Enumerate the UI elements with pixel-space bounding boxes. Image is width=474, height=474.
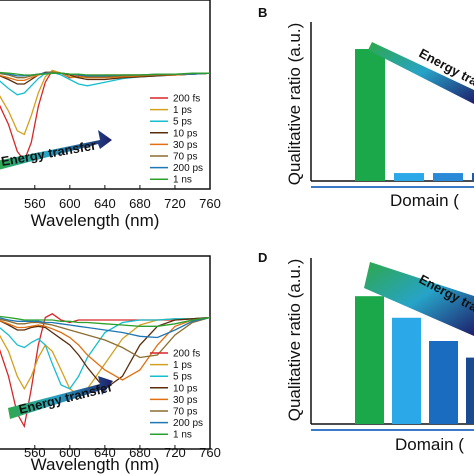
x-tick-label: 680 — [129, 196, 151, 211]
x-axis-title: Domain ( — [395, 435, 464, 454]
legend-label: 30 ps — [173, 140, 197, 151]
legend-label: 5 ps — [173, 117, 192, 128]
x-tick-label: 680 — [129, 445, 151, 460]
x-tick-label: 720 — [164, 196, 186, 211]
series-line-1ns — [0, 315, 211, 327]
panel-letter: D — [258, 250, 267, 265]
legend-label: 70 ps — [173, 407, 197, 418]
panel-bars-bottom: D Qualitative ratio (a.u.) Domain ( Ener… — [258, 250, 474, 454]
legend-label: 30 ps — [173, 395, 197, 406]
x-tick-label: 760 — [199, 196, 221, 211]
legend-label: 200 ps — [173, 418, 203, 429]
energy-transfer-arrow — [0, 130, 112, 170]
series-line-200ps — [0, 316, 211, 339]
x-tick-label: 600 — [59, 196, 81, 211]
series-line-5ps — [0, 316, 211, 390]
legend-label: 1 ps — [173, 105, 192, 116]
x-tick-label: 720 — [164, 445, 186, 460]
legend-label: 5 ps — [173, 372, 192, 383]
x-axis-title: Domain ( — [390, 191, 459, 210]
legend-label: 10 ps — [173, 383, 197, 394]
x-tick-label: 760 — [199, 445, 221, 460]
bar-3 — [429, 341, 458, 424]
bar-1 — [355, 49, 385, 181]
bar-2 — [394, 173, 424, 181]
bar-4 — [472, 173, 474, 181]
series-line-70ps — [0, 316, 211, 359]
x-axis-title: Wavelength (nm) — [31, 211, 160, 230]
x-tick-label: 640 — [94, 196, 116, 211]
plot-frame — [0, 255, 211, 450]
legend-label: 1 ns — [173, 175, 192, 186]
energy-transfer-arrow — [8, 376, 113, 419]
y-axis-title: Qualitative ratio (a.u.) — [285, 259, 304, 422]
legend-label: 200 ps — [173, 163, 203, 174]
bar-3 — [433, 173, 463, 181]
energy-transfer-arrow — [368, 42, 474, 104]
x-tick-label: 560 — [24, 445, 46, 460]
panel-bars-top: B Qualitative ratio (a.u.) Domain ( Ener… — [258, 5, 474, 210]
legend-label: 10 ps — [173, 128, 197, 139]
legend-label: 200 fs — [173, 349, 200, 360]
bar-4 — [466, 357, 474, 424]
x-tick-label: 560 — [24, 196, 46, 211]
series-line-1ns — [0, 71, 210, 76]
plot-frame — [0, 0, 211, 190]
y-axis-title: Qualitative ratio (a.u.) — [285, 23, 304, 186]
legend-label: 1 ps — [173, 360, 192, 371]
x-tick-label: 600 — [59, 445, 81, 460]
legend-label: 200 fs — [173, 94, 200, 105]
bar-1 — [355, 296, 384, 424]
legend-label: 70 ps — [173, 152, 197, 163]
panel-letter: B — [258, 5, 267, 20]
series-line-30ps — [0, 316, 211, 381]
legend-label: 1 ns — [173, 430, 192, 441]
series-line-10ps — [0, 71, 211, 85]
bar-2 — [392, 317, 421, 424]
energy-transfer-arrow — [364, 262, 474, 336]
x-tick-label: 640 — [94, 445, 116, 460]
x-axis-title: Wavelength (nm) — [31, 455, 160, 474]
